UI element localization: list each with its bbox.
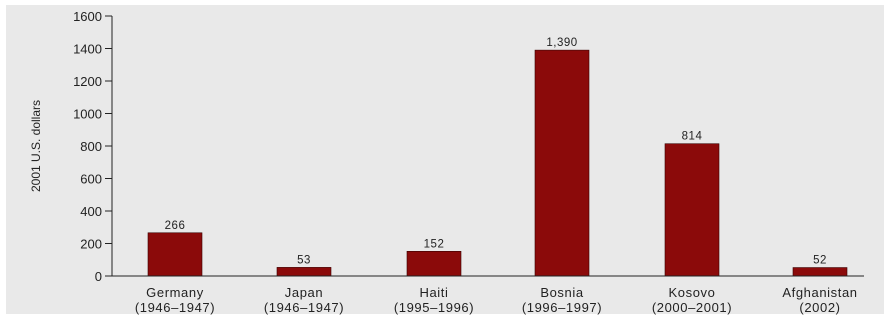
x-category-period: (2000–2001) [652, 300, 732, 315]
y-tick-label: 0 [95, 269, 102, 284]
x-category-period: (1946–1947) [135, 300, 215, 315]
y-tick-label: 800 [80, 139, 102, 154]
bar-germany [147, 232, 203, 277]
y-axis-ticks: 0 200 400 600 800 1000 1200 1400 1600 [73, 9, 112, 284]
y-tick-label: 600 [80, 172, 102, 187]
bar-kosovo [664, 143, 720, 277]
y-tick-label: 1400 [73, 42, 102, 57]
x-category-name: Bosnia [540, 285, 584, 300]
x-category-period: (1995–1996) [394, 300, 474, 315]
x-category-name: Kosovo [669, 285, 716, 300]
x-category-period: (1996–1997) [522, 300, 602, 315]
data-label: 52 [813, 255, 827, 267]
bars-group: 266 53 152 1,390 814 52 [147, 37, 848, 277]
y-tick-label: 1600 [73, 9, 102, 24]
x-category-name: Japan [285, 285, 323, 300]
y-tick-label: 200 [80, 237, 102, 252]
y-tick-label: 1200 [73, 74, 102, 89]
bar-japan [276, 267, 332, 277]
x-axis-labels: Germany(1946–1947)Japan(1946–1947)Haiti(… [135, 285, 857, 315]
x-category-name: Haiti [419, 285, 448, 300]
bar-afghanistan [792, 267, 848, 277]
x-category-name: Afghanistan [782, 285, 857, 300]
y-tick-label: 1000 [73, 107, 102, 122]
data-label: 152 [424, 238, 445, 250]
x-category-period: (1946–1947) [264, 300, 344, 315]
data-label: 814 [682, 131, 703, 143]
data-label: 266 [165, 220, 186, 232]
bar-haiti [406, 251, 462, 277]
bar-bosnia [534, 49, 590, 277]
y-axis-title: 2001 U.S. dollars [29, 100, 43, 192]
data-label: 1,390 [546, 37, 577, 49]
x-category-name: Germany [146, 285, 204, 300]
data-label: 53 [297, 254, 311, 266]
y-tick-label: 400 [80, 204, 102, 219]
x-category-period: (2002) [799, 300, 840, 315]
